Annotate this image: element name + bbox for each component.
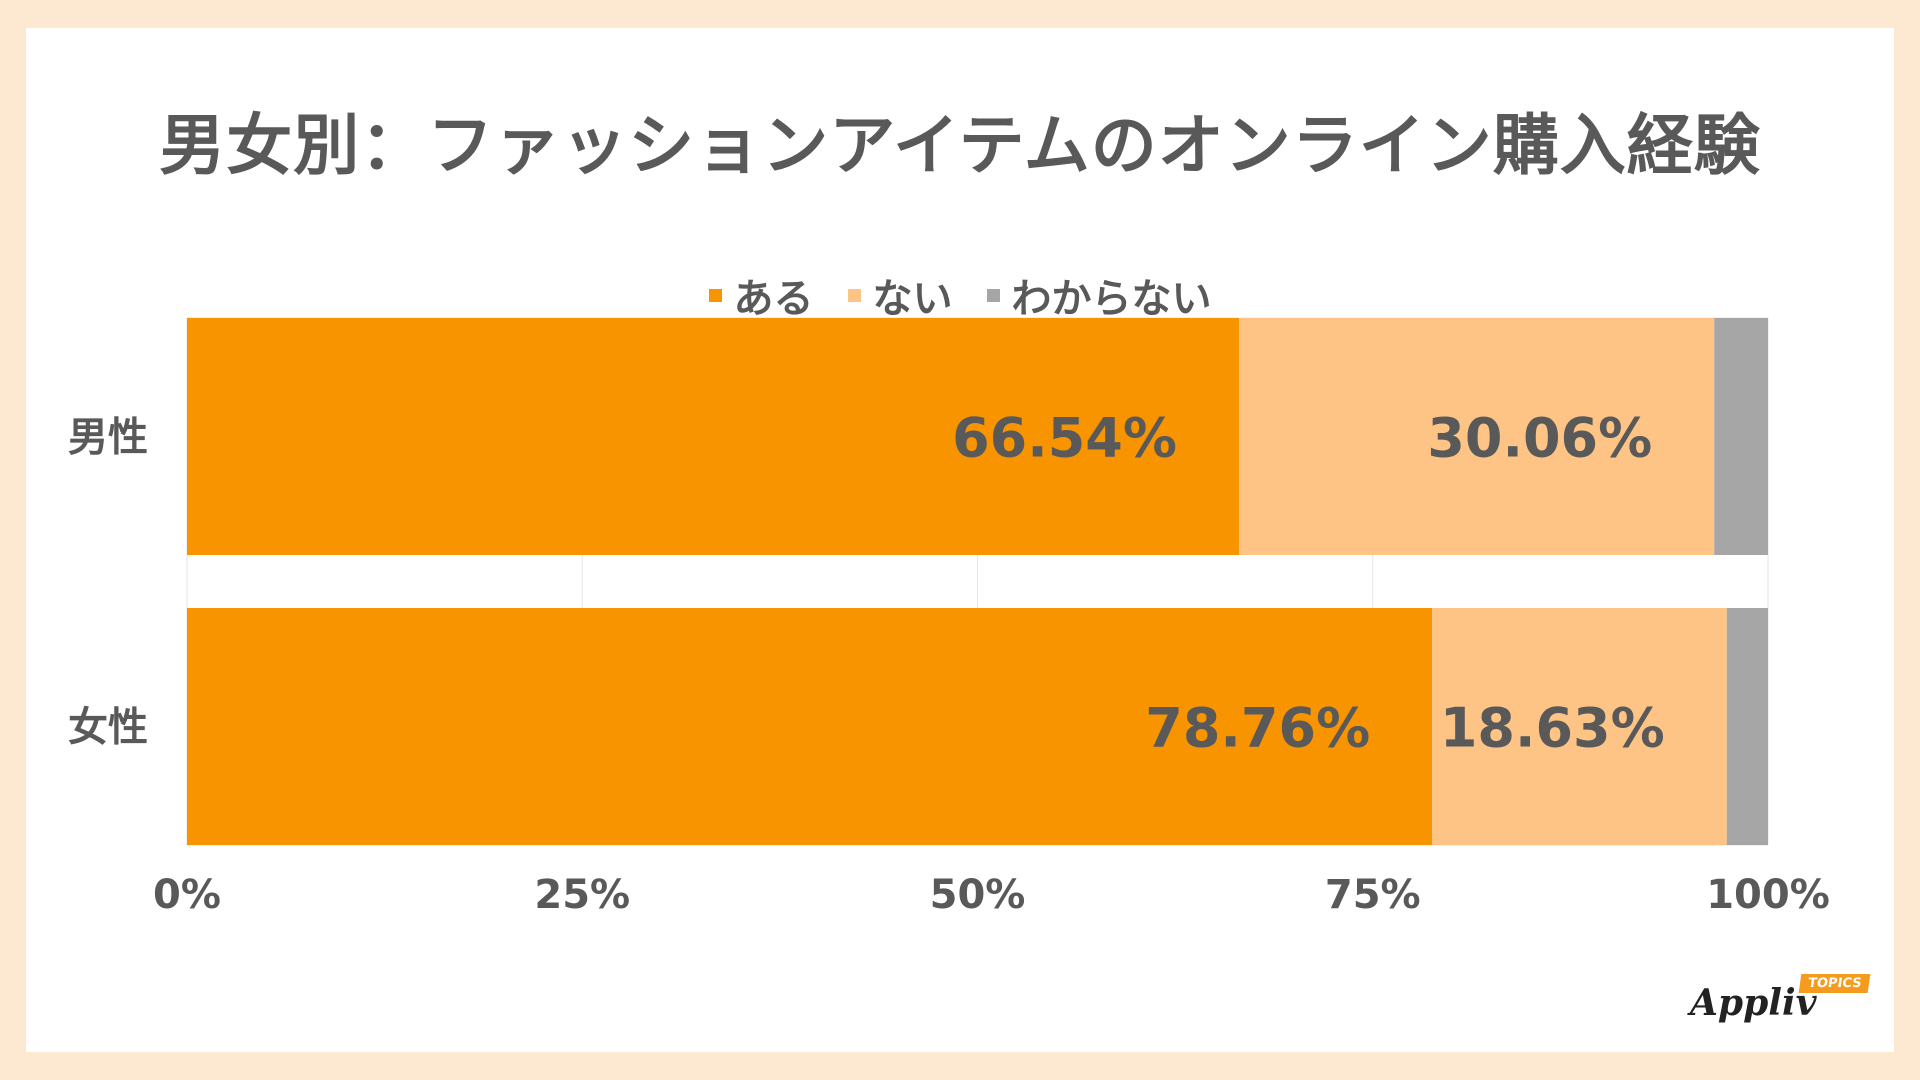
category-label: 男性 — [68, 415, 148, 461]
category-label: 女性 — [68, 705, 148, 751]
x-tick-label: 25% — [534, 872, 630, 918]
data-label: 18.63% — [1440, 697, 1665, 760]
logo-tag: TOPICS — [1798, 974, 1871, 993]
legend-label: ある — [733, 276, 814, 322]
legend-item: ない — [847, 266, 953, 324]
bar-segment — [187, 318, 1239, 555]
appliv-topics-logo: Appliv TOPICS — [1690, 974, 1871, 1040]
legend-item: ある — [708, 266, 814, 324]
data-label: 78.76% — [1145, 697, 1370, 760]
legend-swatch — [708, 288, 722, 302]
x-tick-label: 50% — [930, 872, 1026, 918]
legend-swatch — [847, 288, 861, 302]
data-label: 66.54% — [952, 407, 1177, 470]
legend-item: わからない — [986, 266, 1212, 324]
legend-label: ない — [872, 276, 953, 322]
x-tick-label: 75% — [1325, 872, 1421, 918]
logo-text: Appliv — [1690, 982, 1817, 1024]
bar-segment — [1726, 608, 1768, 845]
bar-segment — [1714, 318, 1768, 555]
x-tick-label: 0% — [153, 872, 221, 918]
bar-segment — [1432, 608, 1727, 845]
bar-segment — [1238, 318, 1715, 555]
chart-title: 男女別：ファッションアイテムのオンライン購入経験 — [159, 107, 1761, 184]
legend-label: わからない — [1011, 276, 1212, 322]
x-tick-label: 100% — [1706, 872, 1830, 918]
bar-segment — [187, 608, 1433, 845]
chart-legend: ある ない わからない — [26, 266, 1894, 324]
data-label: 30.06% — [1427, 407, 1652, 470]
legend-swatch — [986, 288, 1000, 302]
